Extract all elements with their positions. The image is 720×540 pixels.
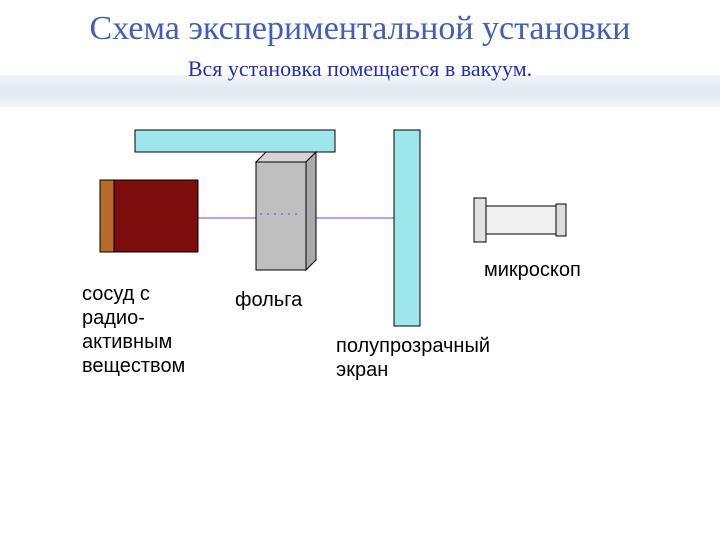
label-microscope: микроскоп (484, 258, 581, 282)
shape-screen (394, 130, 420, 326)
page-title: Схема экспериментальной установки (0, 10, 720, 48)
label-vessel: сосуд с радио- активным веществом (82, 282, 185, 378)
label-foil: фольга (235, 288, 302, 312)
shape-foil-front (256, 162, 306, 270)
shape-top-bar (135, 130, 335, 152)
shape-foil-side (306, 152, 316, 270)
shape-vessel-side (100, 180, 114, 252)
shape-microscope-disc (474, 198, 486, 242)
shape-vessel-body (114, 180, 198, 252)
page-subtitle: Вся установка помещается в вакуум. (0, 56, 720, 82)
shape-microscope-barrel (486, 206, 556, 234)
diagram-stage: сосуд с радио- активным веществом фольга п… (0, 100, 720, 520)
shape-microscope-end (556, 204, 566, 236)
label-screen: полупрозрачный экран (336, 334, 490, 382)
